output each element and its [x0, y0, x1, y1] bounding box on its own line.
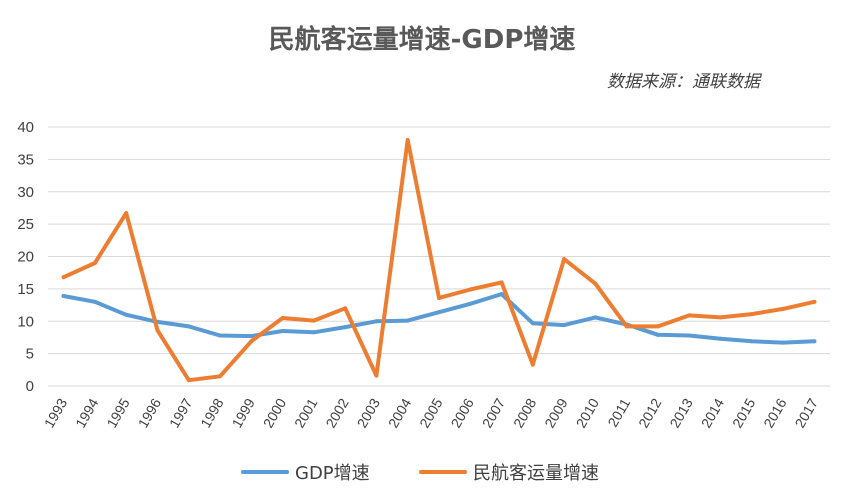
x-tick-label: 2002: [322, 395, 352, 430]
data-point: [718, 315, 723, 320]
data-point: [562, 257, 567, 262]
data-point: [655, 332, 660, 337]
y-tick-label: 5: [26, 346, 34, 363]
data-point: [687, 333, 692, 338]
data-point: [468, 287, 473, 292]
data-point: [530, 321, 535, 326]
x-tick-label: 2012: [635, 395, 665, 430]
x-tick-label: 1999: [228, 395, 258, 430]
data-point: [593, 315, 598, 320]
data-point: [655, 324, 660, 329]
data-point: [249, 334, 254, 339]
data-point: [311, 318, 316, 323]
data-point: [218, 374, 223, 379]
data-point: [280, 316, 285, 321]
x-tick-label: 1996: [135, 395, 165, 430]
legend-label: 民航客运量增速: [473, 463, 599, 484]
data-point: [249, 339, 254, 344]
y-tick-label: 25: [17, 216, 34, 233]
y-tick-label: 20: [17, 249, 34, 266]
data-point: [61, 275, 66, 280]
y-tick-label: 40: [17, 119, 34, 136]
data-point: [218, 333, 223, 338]
x-tick-label: 2010: [573, 395, 603, 430]
data-point: [593, 281, 598, 286]
data-point: [92, 299, 97, 304]
x-tick-label: 2011: [604, 395, 633, 429]
y-tick-label: 15: [17, 281, 34, 298]
legend-label: GDP增速: [295, 463, 370, 484]
y-tick-label: 35: [17, 151, 34, 168]
data-point: [186, 378, 191, 383]
x-tick-label: 1997: [166, 395, 196, 430]
data-point: [530, 362, 535, 367]
data-point: [124, 312, 129, 317]
x-tick-label: 2016: [760, 395, 790, 430]
x-tick-label: 2009: [541, 395, 571, 430]
x-tick-label: 2007: [479, 395, 509, 430]
data-point: [781, 306, 786, 311]
data-point: [92, 260, 97, 265]
data-point: [374, 373, 379, 378]
data-point: [499, 292, 504, 297]
data-source-label: 数据来源：通联数据: [607, 72, 763, 92]
data-point: [280, 328, 285, 333]
x-tick-label: 1998: [197, 395, 227, 430]
x-tick-label: 2005: [416, 395, 446, 430]
y-tick-label: 0: [26, 378, 34, 395]
data-point: [624, 324, 629, 329]
data-point: [499, 280, 504, 285]
series-line-1: [61, 138, 817, 383]
data-point: [343, 325, 348, 330]
x-tick-label: 2001: [291, 395, 321, 430]
x-tick-label: 2017: [792, 395, 822, 430]
y-axis: 0 5 10 15 20 25 30 35 40: [17, 119, 34, 395]
y-tick-label: 10: [17, 313, 34, 330]
data-point: [468, 301, 473, 306]
series-group: [61, 137, 817, 383]
x-axis: 1993 1994 1995 1996 1997 1998 1999 2000 2001 2002…: [41, 395, 821, 430]
data-point: [437, 295, 441, 300]
x-tick-label: 2015: [729, 395, 759, 430]
x-tick-label: 2000: [260, 395, 290, 430]
data-point: [749, 339, 754, 344]
data-point: [405, 318, 410, 323]
data-point: [749, 312, 754, 317]
x-tick-label: 2004: [385, 395, 415, 430]
x-tick-label: 1994: [72, 395, 102, 430]
x-tick-label: 2013: [666, 395, 696, 430]
data-point: [343, 306, 348, 311]
data-point: [687, 313, 692, 318]
x-tick-label: 2008: [510, 395, 540, 430]
chart-title: 民航客运量增速-GDP增速: [269, 24, 576, 55]
data-point: [437, 310, 441, 315]
data-point: [186, 324, 191, 329]
data-point: [374, 319, 379, 324]
data-point: [405, 137, 410, 142]
x-tick-label: 2006: [447, 395, 477, 430]
x-tick-label: 2014: [698, 395, 728, 430]
data-point: [562, 323, 567, 328]
data-point: [812, 299, 817, 304]
series-line-0: [61, 292, 817, 345]
legend: GDP增速 民航客运量增速: [241, 463, 599, 484]
data-point: [61, 293, 66, 298]
x-tick-label: 2003: [354, 395, 384, 430]
data-point: [718, 336, 723, 341]
data-point: [781, 340, 786, 345]
x-tick-label: 1993: [41, 395, 71, 430]
y-tick-label: 30: [17, 184, 34, 201]
data-point: [155, 328, 160, 333]
data-point: [812, 339, 817, 344]
x-tick-label: 1995: [103, 395, 133, 430]
data-point: [124, 211, 129, 216]
data-point: [311, 330, 316, 335]
gridlines: [48, 126, 830, 387]
